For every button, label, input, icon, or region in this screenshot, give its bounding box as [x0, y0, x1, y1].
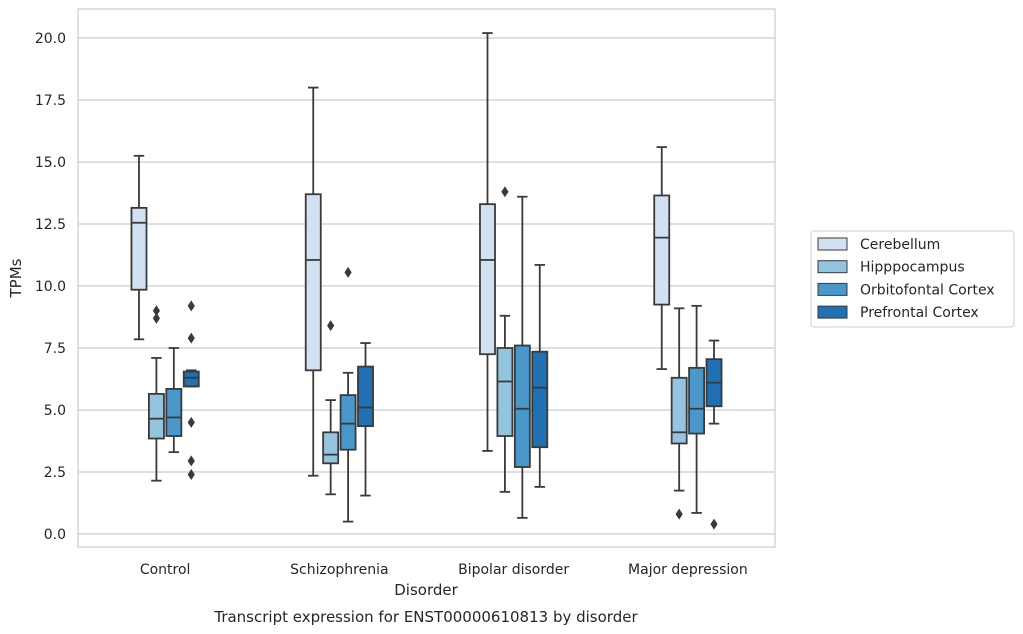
- box-iqr: [339, 394, 357, 451]
- legend: Cerebellum Hipppocampus Orbitofontal Corte…: [810, 230, 1015, 328]
- box-iqr: [513, 344, 531, 468]
- box-iqr: [531, 350, 549, 449]
- y-tick-label: 5.0: [44, 403, 66, 419]
- outlier-point: [710, 518, 718, 530]
- box-prefrontal-cortex: [182, 300, 200, 480]
- legend-label: Orbitofontal Cortex: [860, 282, 995, 298]
- x-axis-label: Disorder: [394, 581, 458, 599]
- legend-frame: [810, 230, 1015, 328]
- x-tick-label: Schizophrenia: [290, 562, 388, 578]
- y-tick-label: 7.5: [44, 341, 66, 357]
- box-iqr: [653, 194, 671, 306]
- outlier-point: [501, 186, 509, 198]
- box-prefrontal-cortex: [531, 264, 549, 488]
- legend-swatch: [817, 305, 848, 319]
- y-tick-label: 15.0: [35, 155, 66, 171]
- box-iqr: [182, 370, 200, 388]
- box-iqr: [479, 203, 496, 356]
- legend-swatch: [817, 282, 848, 296]
- y-tick-label: 20.0: [35, 31, 66, 47]
- box-iqr: [130, 206, 148, 291]
- box-iqr: [357, 365, 374, 428]
- outlier-point: [187, 332, 195, 344]
- y-tick-label: 12.5: [35, 217, 66, 233]
- legend-swatch: [817, 260, 848, 274]
- box-hipppocampus: [670, 307, 688, 520]
- box-plots: [130, 32, 723, 530]
- box-cerebellum: [130, 154, 148, 341]
- y-tick-label: 2.5: [44, 465, 66, 481]
- box-hipppocampus: [322, 320, 340, 496]
- legend-swatch: [817, 237, 848, 251]
- outlier-point: [187, 300, 195, 312]
- plot-background: [78, 9, 775, 547]
- outlier-point: [344, 266, 352, 278]
- legend-label: Cerebellum: [860, 237, 940, 253]
- box-orbitofontal-cortex: [165, 347, 183, 454]
- outlier-point: [187, 455, 195, 467]
- plot-frame: [77, 8, 776, 548]
- box-iqr: [688, 366, 706, 435]
- box-orbitofontal-cortex: [339, 266, 357, 523]
- x-tick-labels: Control Schizophrenia Bipolar disorder Majo…: [140, 562, 748, 578]
- y-tick-labels: 0.0 2.5 5.0 7.5 10.0 12.5 15.0 17.5 20.0: [35, 31, 66, 543]
- y-tick-label: 17.5: [35, 93, 66, 109]
- y-tick-label: 10.0: [35, 279, 66, 295]
- y-tick-label: 0.0: [44, 527, 66, 543]
- x-tick-label: Major depression: [628, 562, 748, 578]
- box-iqr: [165, 388, 183, 437]
- legend-label: Hipppocampus: [860, 260, 965, 276]
- box-hipppocampus: [147, 305, 165, 482]
- outlier-point: [187, 468, 195, 480]
- outlier-point: [187, 416, 195, 428]
- box-iqr: [322, 431, 340, 465]
- box-hipppocampus: [496, 186, 514, 493]
- box-iqr: [670, 376, 688, 445]
- box-cerebellum: [479, 32, 496, 452]
- gridlines: [78, 37, 775, 535]
- box-prefrontal-cortex: [357, 342, 374, 497]
- box-cerebellum: [653, 146, 671, 370]
- outlier-point: [675, 508, 683, 520]
- x-tick-label: Control: [140, 562, 191, 578]
- chart-caption: Transcript expression for ENST0000061081…: [213, 608, 638, 626]
- outlier-point: [327, 320, 335, 332]
- box-iqr: [147, 392, 165, 440]
- x-tick-label: Bipolar disorder: [458, 562, 569, 578]
- box-cerebellum: [304, 86, 322, 477]
- outlier-point: [152, 305, 161, 317]
- legend-label: Prefrontal Cortex: [860, 305, 979, 321]
- box-orbitofontal-cortex: [513, 195, 531, 519]
- box-prefrontal-cortex: [705, 339, 723, 530]
- box-iqr: [304, 193, 322, 372]
- y-axis-label: TPMs: [7, 258, 25, 298]
- box-iqr: [496, 347, 514, 437]
- box-orbitofontal-cortex: [688, 304, 706, 514]
- outlier-point: [152, 312, 161, 324]
